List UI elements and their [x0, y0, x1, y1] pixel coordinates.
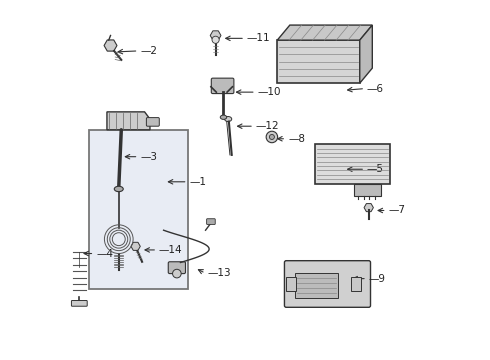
Text: —14: —14: [159, 245, 183, 255]
Text: —11: —11: [247, 33, 270, 43]
Circle shape: [266, 131, 278, 143]
FancyBboxPatch shape: [72, 301, 87, 306]
Text: —5: —5: [367, 164, 384, 174]
Polygon shape: [277, 25, 372, 40]
Bar: [315, 144, 390, 184]
Ellipse shape: [220, 115, 227, 120]
Text: —9: —9: [368, 274, 386, 284]
Polygon shape: [107, 112, 150, 130]
Text: —10: —10: [258, 87, 281, 97]
Text: —13: —13: [207, 268, 231, 278]
Bar: [351, 277, 361, 291]
Ellipse shape: [114, 186, 123, 192]
Text: —1: —1: [190, 177, 206, 187]
Text: —12: —12: [256, 121, 279, 131]
Text: —4: —4: [96, 248, 113, 258]
Bar: [354, 184, 381, 196]
Polygon shape: [360, 25, 372, 83]
Bar: [295, 273, 338, 298]
Text: —3: —3: [140, 152, 157, 162]
FancyBboxPatch shape: [147, 118, 159, 126]
Circle shape: [172, 269, 181, 278]
Text: —2: —2: [140, 46, 157, 56]
FancyBboxPatch shape: [168, 262, 186, 274]
Bar: [89, 130, 188, 289]
Bar: [277, 40, 360, 83]
Circle shape: [212, 36, 219, 43]
Text: —8: —8: [288, 134, 305, 144]
Circle shape: [270, 134, 274, 139]
Bar: [286, 277, 296, 291]
FancyBboxPatch shape: [207, 219, 215, 225]
Text: —7: —7: [389, 206, 405, 216]
FancyBboxPatch shape: [211, 78, 234, 94]
Text: —6: —6: [367, 84, 384, 94]
Ellipse shape: [224, 117, 232, 122]
FancyBboxPatch shape: [285, 261, 370, 307]
